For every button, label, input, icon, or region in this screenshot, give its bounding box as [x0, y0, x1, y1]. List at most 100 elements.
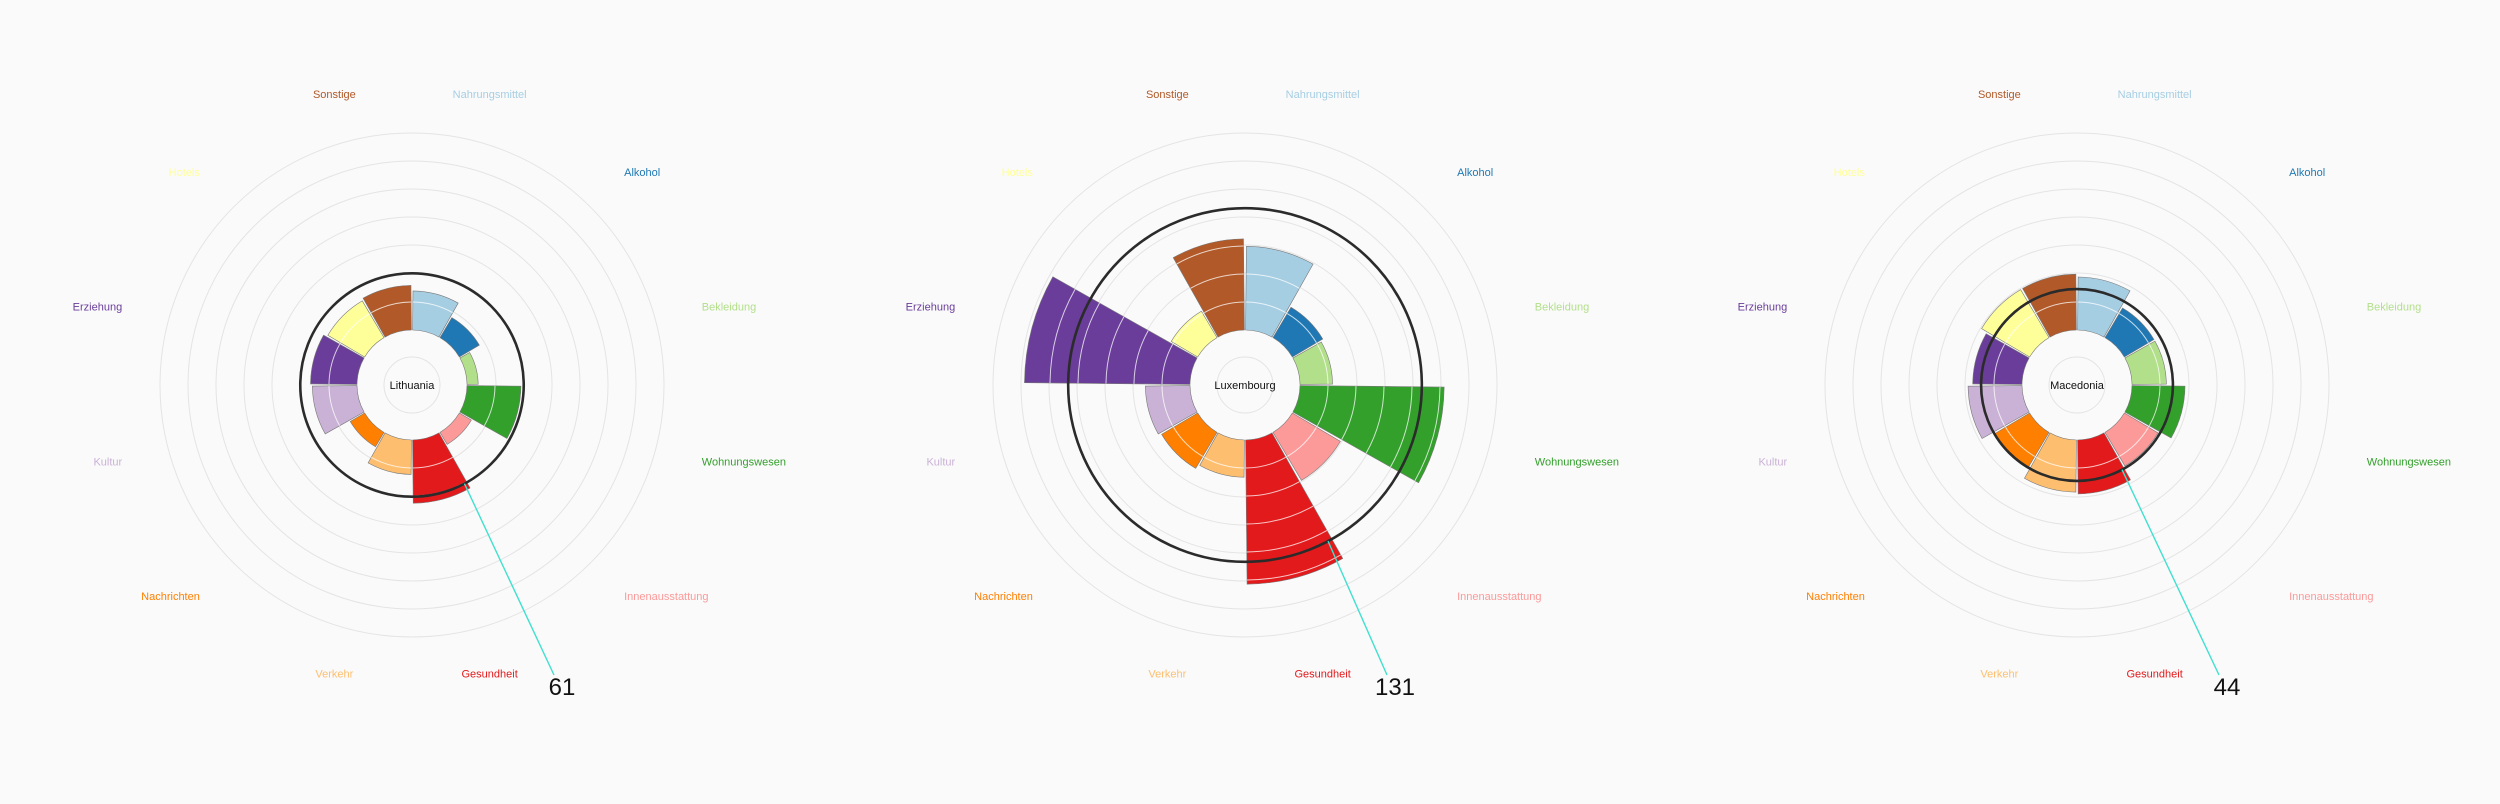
bar-band	[1246, 273, 1300, 289]
category-label-gesundheit: Gesundheit	[1295, 669, 1351, 681]
bar-verkehr[interactable]	[1199, 432, 1245, 478]
bar-hotels[interactable]	[1981, 289, 2050, 358]
value-leader-line	[1327, 540, 1388, 676]
grid-ring	[215, 188, 609, 582]
radial-chart-lithuania: Nahrungsmittel Alkohol Bekleidung Wohnungsw…	[73, 89, 786, 701]
bar-band	[371, 301, 412, 314]
value-leader-line	[463, 483, 555, 676]
bar-band	[2036, 456, 2077, 469]
bar-kultur[interactable]	[312, 385, 365, 435]
grid-ring	[1076, 216, 1414, 554]
radial-chart-luxembourg: Nahrungsmittel Alkohol Bekleidung Wohnungsw…	[906, 89, 1619, 701]
bar-band	[412, 456, 453, 469]
category-label-hotels: Hotels	[1002, 167, 1034, 179]
bar-band	[1993, 344, 2006, 385]
bar-hotels[interactable]	[327, 300, 385, 358]
bar-band	[2148, 344, 2161, 385]
bar-innenausstattung[interactable]	[2104, 412, 2159, 467]
bar-erziehung[interactable]	[310, 334, 365, 385]
bar-bekleidung[interactable]	[459, 352, 479, 385]
grid-ring	[1104, 244, 1386, 526]
grid-ring	[355, 328, 469, 442]
bar-band	[2148, 385, 2161, 426]
bar-band	[2036, 301, 2077, 314]
category-label-bekleidung: Bekleidung	[702, 301, 756, 313]
bar-band	[1246, 505, 1314, 525]
bar-nahrungsmittel[interactable]	[1245, 246, 1314, 338]
bar-band	[1173, 313, 1204, 344]
category-label-hotels: Hotels	[169, 167, 201, 179]
bar-band	[1161, 344, 1174, 385]
bar-alkohol[interactable]	[439, 317, 480, 358]
bar-nachrichten[interactable]	[1161, 412, 1218, 469]
grid-ring	[1188, 328, 1302, 442]
category-label-bekleidung: Bekleidung	[1535, 301, 1589, 313]
grid-ring	[2048, 356, 2106, 414]
grid-ring	[1908, 216, 2246, 554]
category-label-alkohol: Alkohol	[1457, 167, 1493, 179]
category-label-verkehr: Verkehr	[1980, 669, 2018, 681]
bar-band	[1133, 330, 1149, 384]
bar-erziehung[interactable]	[1972, 333, 2030, 385]
bar-band	[328, 385, 341, 426]
bar-innenausstattung[interactable]	[439, 412, 472, 445]
value-label: 44	[2214, 674, 2241, 701]
bar-alkohol[interactable]	[1272, 306, 1324, 358]
bar-sonstige[interactable]	[362, 285, 412, 338]
grid-ring	[992, 132, 1498, 638]
category-label-nahrungsmittel: Nahrungsmittel	[1286, 89, 1360, 101]
bar-band	[1341, 386, 1357, 440]
bar-band	[1316, 385, 1329, 426]
category-label-nachrichten: Nachrichten	[141, 591, 200, 603]
bar-band	[2118, 313, 2149, 344]
bar-band	[412, 301, 453, 314]
bar-band	[1414, 387, 1441, 481]
category-label-erziehung: Erziehung	[73, 301, 123, 313]
bar-wohnungswesen[interactable]	[2124, 385, 2186, 439]
category-label-nachrichten: Nachrichten	[974, 591, 1033, 603]
bar-hotels[interactable]	[1170, 310, 1218, 358]
category-label-innenausstattung: Innenausstattung	[1457, 591, 1541, 603]
bar-band	[1246, 481, 1300, 497]
bar-kultur[interactable]	[1145, 385, 1198, 435]
reference-circle	[1979, 287, 2175, 483]
category-label-hotels: Hotels	[1834, 167, 1866, 179]
category-label-nahrungsmittel: Nahrungsmittel	[2118, 89, 2192, 101]
bar-band	[1049, 289, 1076, 383]
grid-ring	[1824, 132, 2330, 638]
category-label-innenausstattung: Innenausstattung	[2289, 591, 2373, 603]
bar-band	[1245, 301, 1286, 314]
bar-band	[2005, 426, 2036, 457]
bar-band	[2077, 456, 2118, 469]
bar-sonstige[interactable]	[1172, 238, 1245, 338]
category-label-verkehr: Verkehr	[1148, 669, 1186, 681]
bar-band	[2118, 426, 2149, 457]
grid-ring	[383, 356, 441, 414]
category-label-alkohol: Alkohol	[624, 167, 660, 179]
bar-band	[1105, 316, 1125, 384]
grid-ring	[159, 132, 665, 638]
bar-band	[1204, 456, 1245, 469]
value-leader-line	[2121, 469, 2220, 676]
category-label-erziehung: Erziehung	[1738, 301, 1788, 313]
country-label: Macedonia	[2050, 380, 2105, 392]
bar-verkehr[interactable]	[367, 432, 412, 475]
category-label-kultur: Kultur	[926, 457, 955, 469]
bar-verkehr[interactable]	[2024, 432, 2077, 493]
bar-band	[1286, 313, 1317, 344]
value-label: 131	[1375, 674, 1415, 701]
bar-alkohol[interactable]	[2104, 307, 2155, 358]
category-label-alkohol: Alkohol	[2289, 167, 2325, 179]
bar-bekleidung[interactable]	[2124, 340, 2167, 385]
bar-band	[1390, 386, 1413, 468]
bar-band	[1077, 302, 1100, 384]
bar-gesundheit[interactable]	[412, 432, 471, 504]
grid-ring	[1048, 188, 1442, 582]
bar-nahrungsmittel[interactable]	[2077, 276, 2131, 338]
category-label-kultur: Kultur	[1758, 457, 1787, 469]
category-label-bekleidung: Bekleidung	[2367, 301, 2421, 313]
bar-bekleidung[interactable]	[1292, 341, 1333, 385]
bar-nachrichten[interactable]	[349, 412, 385, 448]
bar-innenausstattung[interactable]	[1272, 412, 1341, 481]
bar-band	[1365, 386, 1385, 454]
